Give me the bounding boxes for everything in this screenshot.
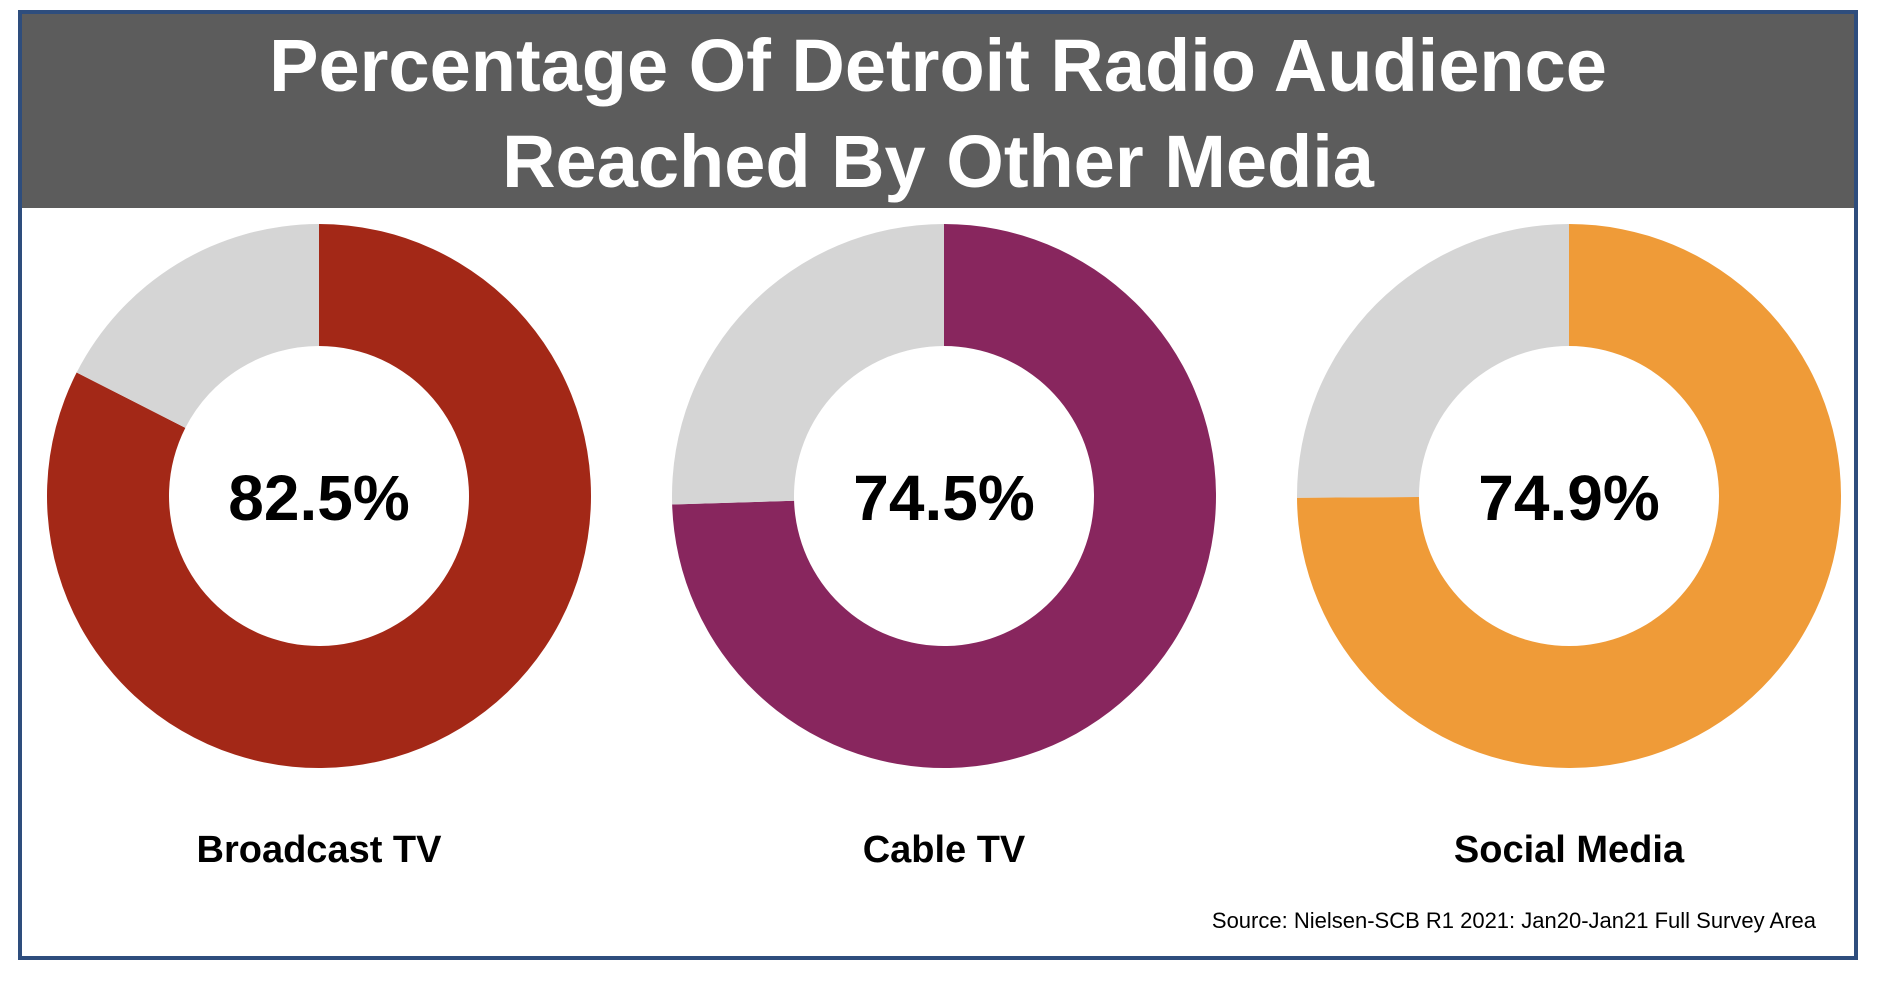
donut-slice-reached bbox=[1297, 224, 1841, 768]
title-banner: Percentage Of Detroit Radio Audience Rea… bbox=[22, 14, 1854, 208]
donut-chart-3: 74.9% Social Media bbox=[1297, 224, 1841, 871]
donut-category-label: Cable TV bbox=[863, 829, 1026, 871]
donut-slice-remainder bbox=[1297, 224, 1569, 498]
donut-slice-reached bbox=[672, 224, 1216, 768]
chart-frame: Percentage Of Detroit Radio Audience Rea… bbox=[18, 10, 1858, 960]
donut-slice-remainder bbox=[76, 224, 319, 428]
donut-charts-svg: 82.5% Broadcast TV 74.5% Cable TV 74.9% Socia… bbox=[46, 224, 1841, 871]
donut-chart-2: 74.5% Cable TV bbox=[672, 224, 1216, 871]
donut-slice-remainder bbox=[672, 224, 944, 505]
chart-title-line-2: Reached By Other Media bbox=[502, 120, 1374, 203]
donut-slice-reached bbox=[46, 224, 591, 769]
donut-category-label: Social Media bbox=[1454, 829, 1685, 871]
chart-title-line-1: Percentage Of Detroit Radio Audience bbox=[269, 24, 1607, 107]
donut-charts-area: 82.5% Broadcast TV 74.5% Cable TV 74.9% Socia… bbox=[22, 208, 1854, 871]
donut-chart-1: 82.5% Broadcast TV bbox=[46, 224, 591, 871]
donut-value-label: 74.9% bbox=[1478, 462, 1659, 534]
donut-category-label: Broadcast TV bbox=[197, 829, 443, 871]
donut-value-label: 74.5% bbox=[853, 462, 1034, 534]
source-note: Source: Nielsen-SCB R1 2021: Jan20-Jan21… bbox=[1211, 908, 1816, 933]
donut-value-label: 82.5% bbox=[228, 462, 409, 534]
